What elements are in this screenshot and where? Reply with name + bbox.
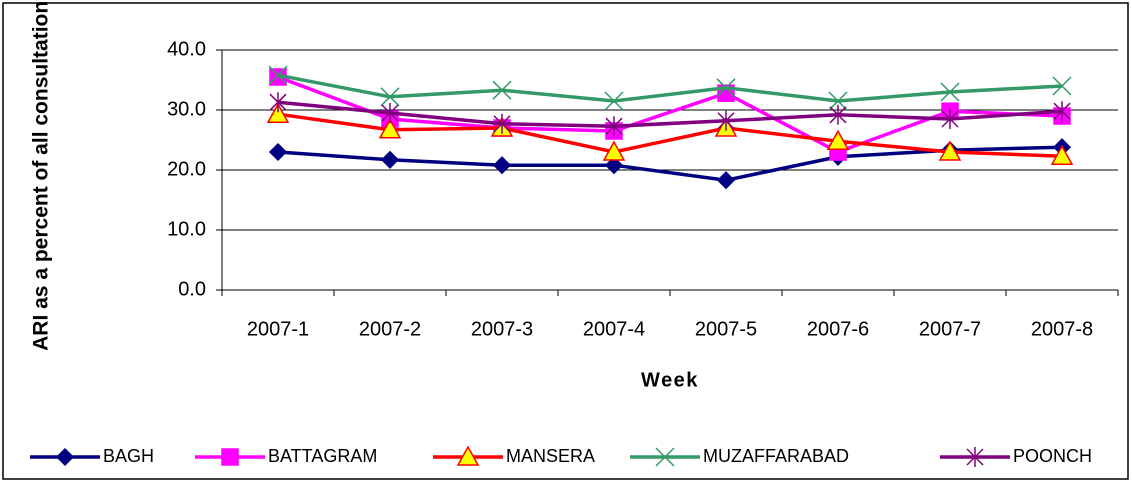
y-tick-label: 20.0: [167, 158, 206, 180]
data-point: [492, 156, 512, 175]
series-line: [277, 73, 1063, 103]
data-point: [268, 142, 288, 162]
y-axis-title: ARI as a percent of all consultations: [30, 0, 53, 351]
x-tick-label: 2007-5: [695, 318, 757, 340]
y-tick-label: 40.0: [167, 38, 206, 60]
data-point: [941, 109, 959, 129]
x-tick-label: 2007-3: [471, 318, 533, 340]
y-tick-label: 30.0: [167, 98, 206, 120]
legend-label: BATTAGRAM: [268, 446, 377, 466]
data-point: [605, 116, 623, 137]
data-point: [266, 102, 290, 123]
x-tick-label: 2007-8: [1031, 318, 1093, 340]
data-point: [716, 78, 736, 98]
data-point: [826, 129, 850, 150]
data-point: [493, 113, 511, 134]
legend-marker: [221, 448, 239, 466]
data-point: [717, 110, 735, 131]
x-tick-label: 2007-7: [919, 318, 981, 340]
data-point: [492, 80, 512, 100]
data-point: [602, 140, 626, 161]
data-point: [269, 92, 287, 113]
legend-label: MUZAFFARABAD: [703, 446, 849, 466]
data-point: [716, 171, 736, 190]
y-tick-label: 10.0: [167, 218, 206, 240]
data-point: [380, 150, 400, 169]
legend-label: BAGH: [103, 446, 154, 466]
data-point: [378, 118, 402, 139]
data-point: [940, 82, 960, 102]
data-point: [380, 87, 400, 107]
legend-label: MANSERA: [506, 446, 595, 466]
data-point: [604, 156, 624, 175]
x-tick-label: 2007-1: [247, 318, 309, 340]
data-point: [829, 104, 847, 125]
data-point: [381, 103, 399, 123]
data-point: [1053, 101, 1071, 122]
legend-marker: [655, 447, 675, 467]
x-axis-title: Week: [641, 369, 699, 391]
legend: BAGH BATTAGRAM MANSERA MUZAFFARABAD POONCH: [30, 445, 1092, 467]
data-point: [828, 91, 848, 111]
data-point: [604, 91, 624, 111]
legend-marker: [966, 447, 984, 467]
legend-marker: [55, 447, 75, 467]
legend-marker: [456, 445, 480, 466]
series-line: [277, 112, 1063, 158]
x-tick-label: 2007-4: [583, 318, 645, 340]
data-point: [938, 140, 962, 161]
data-point: [268, 65, 288, 85]
data-point: [1050, 144, 1074, 165]
y-tick-label: 0.0: [178, 278, 206, 300]
series-line: [277, 100, 1063, 128]
legend-label: POONCH: [1013, 446, 1092, 466]
x-tick-label: 2007-2: [359, 318, 421, 340]
data-point: [1052, 76, 1072, 96]
x-tick-label: 2007-6: [807, 318, 869, 340]
